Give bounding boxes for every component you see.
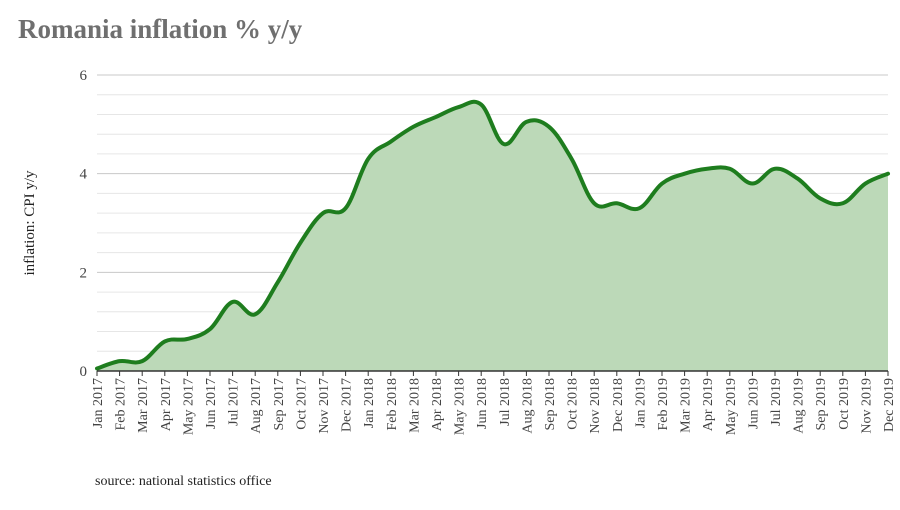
data-point: [592, 201, 596, 205]
data-point: [344, 206, 348, 210]
x-tick-label: Nov 2017: [317, 378, 332, 434]
data-point: [321, 211, 325, 215]
x-tick-label: Nov 2019: [859, 378, 874, 434]
y-tick-labels: 0 2 4 6: [80, 68, 88, 380]
data-point: [773, 167, 777, 171]
x-tick-label: May 2019: [724, 378, 739, 435]
data-point: [118, 359, 122, 363]
x-tick-label: Oct 2018: [566, 378, 581, 430]
source-note: source: national statistics office: [95, 474, 272, 489]
x-tick-label: Feb 2018: [385, 378, 400, 431]
data-point: [163, 339, 167, 343]
y-tick-label: 4: [80, 167, 88, 183]
x-tick-label: Aug 2017: [249, 378, 264, 434]
x-tick-label: Dec 2018: [611, 378, 626, 432]
x-tick-label: Feb 2019: [656, 378, 671, 431]
data-point: [457, 105, 461, 109]
x-tick-label: Mar 2018: [407, 378, 422, 433]
x-tick-label: Jun 2018: [475, 378, 490, 429]
y-tick-label: 2: [80, 265, 88, 281]
data-point: [750, 182, 754, 186]
x-tick-label: Jul 2017: [227, 378, 242, 426]
x-tick-label: Oct 2019: [837, 378, 852, 430]
data-point: [841, 201, 845, 205]
data-point: [411, 125, 415, 129]
data-point: [547, 125, 551, 129]
data-point: [796, 177, 800, 181]
data-point: [570, 157, 574, 161]
x-tick-label: Sep 2018: [543, 378, 558, 431]
y-tick-label: 0: [80, 364, 88, 380]
data-point: [366, 157, 370, 161]
x-tick-label: Jan 2017: [91, 378, 106, 428]
x-tick-label: Aug 2019: [792, 378, 807, 434]
y-axis-label: inflation: CPI y/y: [22, 170, 38, 276]
inflation-area: [97, 101, 888, 371]
data-point: [185, 337, 189, 341]
x-tick-label: Jun 2019: [746, 378, 761, 429]
x-tick-label: Jan 2019: [633, 378, 648, 428]
x-tick-label: Jun 2017: [204, 378, 219, 429]
data-point: [479, 103, 483, 107]
data-point: [434, 115, 438, 119]
data-point: [637, 206, 641, 210]
data-point: [818, 196, 822, 200]
data-point: [231, 300, 235, 304]
data-point: [208, 327, 212, 331]
chart-title: Romania inflation % y/y: [18, 14, 303, 44]
data-point: [524, 120, 528, 124]
data-point: [683, 172, 687, 176]
data-point: [140, 359, 144, 363]
x-tick-label: May 2017: [181, 378, 196, 435]
y-tick-label: 6: [80, 68, 88, 84]
axes: [96, 370, 889, 376]
x-tick-label: Feb 2017: [114, 378, 129, 431]
x-tick-label: Jul 2019: [769, 378, 784, 426]
data-point: [253, 312, 257, 316]
x-tick-label: Oct 2017: [294, 378, 309, 430]
x-tick-label: Aug 2018: [520, 378, 535, 434]
data-point: [705, 167, 709, 171]
x-tick-label: Sep 2019: [814, 378, 829, 431]
x-tick-label: Nov 2018: [588, 378, 603, 434]
x-tick-label: Jan 2018: [362, 378, 377, 428]
x-tick-label: Apr 2019: [701, 378, 716, 431]
inflation-line: [95, 99, 890, 371]
data-point: [276, 280, 280, 284]
data-point: [502, 142, 506, 146]
x-tick-label: Apr 2017: [159, 378, 174, 431]
x-tick-labels: Jan 2017 Feb 2017 Mar 2017 Apr 2017 May 2017…: [91, 378, 897, 435]
data-point: [615, 201, 619, 205]
data-point: [863, 182, 867, 186]
x-tick-label: May 2018: [453, 378, 468, 435]
data-point: [886, 172, 890, 176]
x-tick-label: Mar 2019: [679, 378, 694, 433]
data-point: [298, 241, 302, 245]
x-tick-label: Dec 2019: [882, 378, 897, 432]
x-tick-label: Dec 2017: [340, 378, 355, 432]
x-tick-label: Mar 2017: [136, 378, 151, 433]
data-point: [660, 182, 664, 186]
x-tick-label: Jul 2018: [498, 378, 513, 426]
data-point: [728, 167, 732, 171]
x-tick-label: Apr 2018: [430, 378, 445, 431]
data-point: [389, 140, 393, 144]
data-point: [95, 367, 99, 371]
x-tick-label: Sep 2017: [272, 378, 287, 431]
